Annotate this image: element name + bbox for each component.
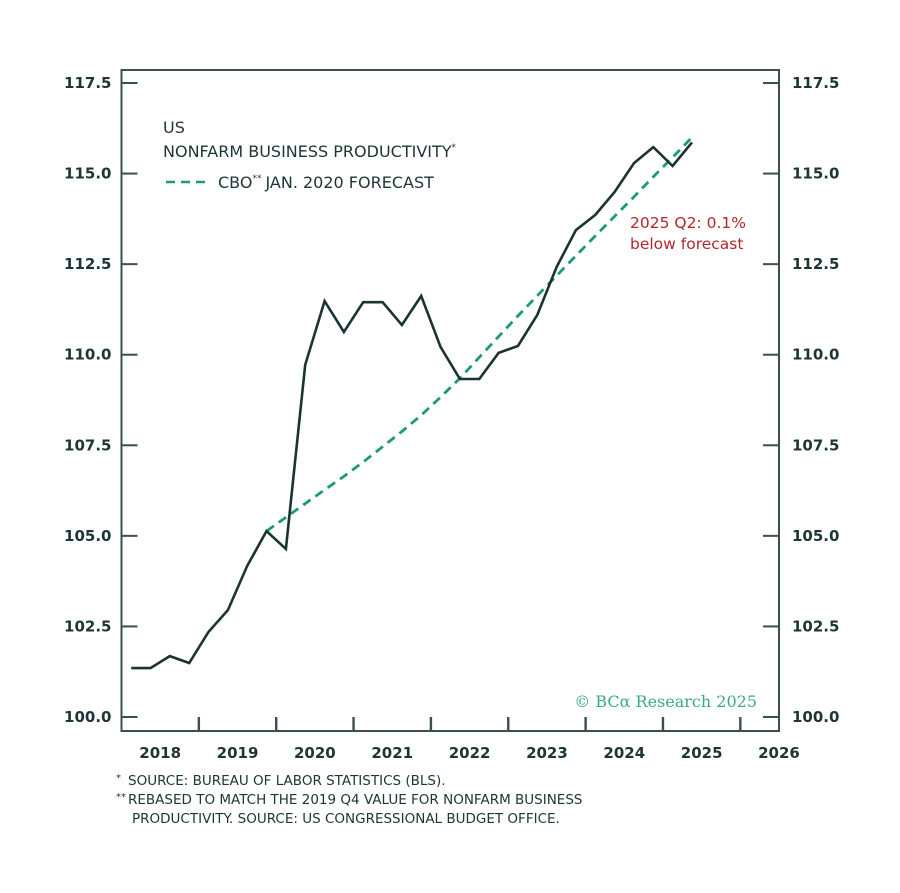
x-tick-label: 2018 (139, 744, 181, 762)
y-tick-label-right: 102.5 (792, 617, 839, 635)
footnote-1-mark: * (116, 773, 121, 784)
y-tick-label-left: 115.0 (64, 165, 111, 183)
title-line-2-text: NONFARM BUSINESS PRODUCTIVITY (163, 142, 452, 161)
series-forecast (265, 136, 694, 533)
y-tick-label-left: 105.0 (64, 527, 111, 545)
series-layer (131, 136, 694, 670)
footnote-2-mark: ** (116, 792, 126, 803)
x-tick-label: 2020 (294, 744, 336, 762)
y-tick-label-left: 110.0 (64, 346, 111, 364)
y-tick-label-left: 117.5 (64, 74, 111, 92)
y-tick-label-right: 112.5 (792, 255, 839, 273)
title-line-1: US (163, 118, 185, 137)
footnote-1-text: SOURCE: BUREAU OF LABOR STATISTICS (BLS)… (128, 773, 446, 789)
y-axis-right: 100.0 102.5 105.0 107.5 110.0 112.5 115.0 117.5 (763, 74, 839, 726)
y-tick-label-right: 100.0 (792, 708, 839, 726)
productivity-line (131, 141, 694, 670)
y-tick-label-left: 107.5 (64, 436, 111, 454)
footnote-2-text: REBASED TO MATCH THE 2019 Q4 VALUE FOR N… (128, 792, 583, 808)
legend-label-rest: JAN. 2020 FORECAST (264, 173, 434, 192)
footnote-2-cont-text: PRODUCTIVITY. SOURCE: US CONGRESSIONAL B… (132, 811, 560, 827)
annotation-line-1: 2025 Q2: 0.1% (630, 214, 746, 232)
y-tick-label-left: 112.5 (64, 255, 111, 273)
legend-forecast-label: CBO** JAN. 2020 FORECAST (218, 173, 434, 192)
footnote-1: * SOURCE: BUREAU OF LABOR STATISTICS (BL… (116, 772, 828, 791)
y-tick-label-left: 100.0 (64, 708, 111, 726)
y-tick-label-right: 117.5 (792, 74, 839, 92)
x-tick-label: 2023 (526, 744, 568, 762)
x-tick-label: 2021 (371, 744, 413, 762)
axes-frame (120, 69, 780, 732)
legend: US NONFARM BUSINESS PRODUCTIVITY* CBO** J… (163, 118, 457, 192)
annotation-line-2: below forecast (630, 235, 743, 253)
x-axis: 2018 2019 2020 2021 2022 2023 2024 2025 2026 (139, 717, 800, 762)
x-tick-label: 2019 (217, 744, 259, 762)
plot-frame (120, 69, 780, 732)
footnotes: * SOURCE: BUREAU OF LABOR STATISTICS (BL… (116, 772, 828, 829)
x-tick-label: 2026 (758, 744, 800, 762)
x-tick-label: 2024 (603, 744, 645, 762)
title-line-2: NONFARM BUSINESS PRODUCTIVITY* (163, 142, 457, 161)
y-tick-label-left: 102.5 (64, 617, 111, 635)
y-axis-left: 100.0 102.5 105.0 107.5 110.0 112.5 115.0 117.5 (64, 74, 138, 726)
y-tick-label-right: 107.5 (792, 436, 839, 454)
x-tick-label: 2022 (449, 744, 491, 762)
forecast-line (265, 136, 694, 533)
annotation: 2025 Q2: 0.1% below forecast (630, 214, 746, 253)
title-footnote-mark: * (452, 143, 457, 153)
legend-footnote-mark: ** (252, 174, 262, 184)
x-tick-label: 2025 (681, 744, 723, 762)
footnote-2-cont: PRODUCTIVITY. SOURCE: US CONGRESSIONAL B… (128, 810, 828, 829)
legend-label-cbo: CBO (218, 173, 252, 192)
copyright-text: © BCα Research 2025 (574, 692, 757, 711)
footnote-2: ** REBASED TO MATCH THE 2019 Q4 VALUE FO… (116, 791, 828, 810)
y-tick-label-right: 115.0 (792, 165, 839, 183)
y-tick-label-right: 105.0 (792, 527, 839, 545)
y-tick-label-right: 110.0 (792, 346, 839, 364)
series-actual (131, 141, 694, 670)
